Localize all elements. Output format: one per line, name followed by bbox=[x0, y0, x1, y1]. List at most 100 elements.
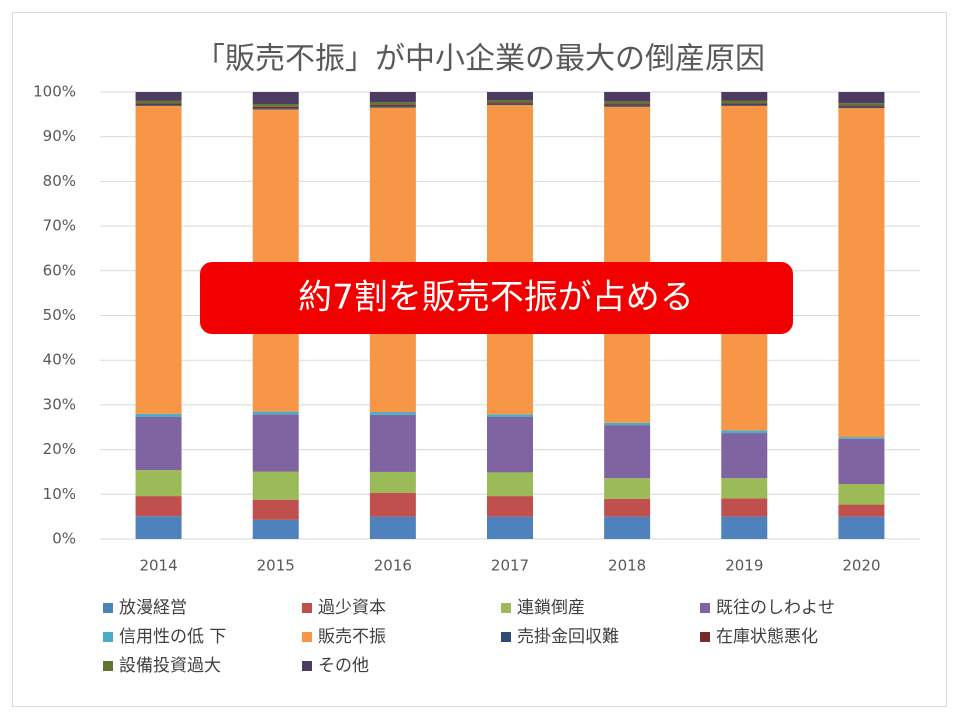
y-tick-label: 100% bbox=[33, 83, 76, 101]
bar-segment bbox=[604, 101, 651, 105]
bar-segment bbox=[135, 413, 182, 417]
bar-segment bbox=[135, 100, 182, 104]
bar-segment bbox=[135, 105, 182, 414]
bar-segment bbox=[252, 414, 299, 472]
bar-segment bbox=[135, 416, 182, 471]
annotation-box bbox=[200, 262, 793, 334]
legend-swatch bbox=[501, 603, 511, 613]
legend-swatch bbox=[302, 632, 312, 642]
x-tick-label: 2019 bbox=[725, 557, 763, 575]
bar-segment bbox=[252, 471, 299, 500]
y-tick-label: 40% bbox=[43, 351, 76, 369]
y-tick-label: 60% bbox=[43, 261, 76, 279]
bar-segment bbox=[135, 496, 182, 517]
bar-segment bbox=[135, 104, 182, 106]
legend-swatch bbox=[501, 632, 511, 642]
legend-label: 放漫経営 bbox=[119, 598, 187, 618]
bar-segment bbox=[369, 516, 416, 539]
bar-segment bbox=[252, 499, 299, 520]
y-tick-label: 10% bbox=[43, 485, 76, 503]
bar-segment bbox=[721, 100, 768, 104]
bar-segment bbox=[838, 437, 885, 439]
bar-segment bbox=[252, 92, 299, 105]
legend-swatch bbox=[302, 661, 312, 671]
bar-segment bbox=[838, 106, 885, 109]
bar-segment bbox=[369, 471, 416, 493]
x-tick-label: 2018 bbox=[608, 557, 646, 575]
bar-segment bbox=[721, 433, 768, 479]
bar-segment bbox=[721, 478, 768, 499]
bar-segment bbox=[838, 504, 885, 517]
annotation: 約7割を販売不振が占める bbox=[298, 278, 694, 318]
y-tick-label: 70% bbox=[43, 217, 76, 235]
y-tick-label: 20% bbox=[43, 440, 76, 458]
legend-label: 設備投資過大 bbox=[119, 656, 221, 676]
y-tick-label: 80% bbox=[43, 172, 76, 190]
x-tick-label: 2017 bbox=[491, 557, 529, 575]
legend-swatch bbox=[700, 603, 710, 613]
bar-segment bbox=[721, 103, 768, 105]
bar-segment bbox=[369, 414, 416, 472]
legend-swatch bbox=[700, 632, 710, 642]
x-tick-label: 2014 bbox=[139, 557, 177, 575]
legend-label: 信用性の低 下 bbox=[119, 627, 226, 647]
legend-label: 売掛金回収難 bbox=[517, 627, 619, 647]
bar-segment bbox=[252, 106, 299, 109]
bar-segment bbox=[487, 496, 533, 517]
bar-segment bbox=[252, 519, 299, 539]
bar-segment bbox=[135, 103, 182, 105]
legend-label: 過少資本 bbox=[318, 598, 386, 618]
bar-segment bbox=[487, 472, 533, 497]
legend-label: 連鎖倒産 bbox=[517, 598, 585, 618]
bar-segment bbox=[487, 104, 533, 415]
bar-segment bbox=[369, 92, 416, 103]
bar-segment bbox=[252, 109, 299, 412]
x-tick-label: 2015 bbox=[257, 557, 295, 575]
bar-segment bbox=[604, 422, 651, 426]
bar-segment bbox=[838, 516, 885, 539]
bar-segment bbox=[721, 516, 768, 539]
bar-segment bbox=[838, 105, 885, 107]
bar-segment bbox=[604, 516, 651, 539]
bar-segment bbox=[604, 105, 651, 107]
bar-segment bbox=[604, 104, 651, 106]
bar-segment bbox=[252, 104, 299, 107]
y-tick-label: 30% bbox=[43, 395, 76, 413]
legend-swatch bbox=[103, 661, 113, 671]
bar-segment bbox=[487, 414, 533, 417]
bar-segment bbox=[487, 100, 533, 103]
legend-swatch bbox=[302, 603, 312, 613]
legend-label: 販売不振 bbox=[318, 627, 386, 647]
bar-segment bbox=[252, 411, 299, 415]
legend-label: 既往のしわよせ bbox=[716, 598, 835, 618]
bar-segment bbox=[604, 498, 651, 517]
y-tick-label: 90% bbox=[43, 127, 76, 145]
legend-swatch bbox=[103, 632, 113, 642]
bar-segment bbox=[487, 416, 533, 473]
bar-segment bbox=[135, 516, 182, 539]
bar-segment bbox=[838, 108, 885, 438]
bar-segment bbox=[487, 92, 533, 101]
bar-segment bbox=[369, 107, 416, 413]
bar-segment bbox=[838, 484, 885, 505]
bar-segment bbox=[369, 106, 416, 108]
y-tick-label: 0% bbox=[52, 530, 76, 548]
bar-segment bbox=[721, 430, 768, 434]
legend-label: その他 bbox=[318, 656, 369, 676]
bar-segment bbox=[369, 104, 416, 107]
bar-segment bbox=[135, 470, 182, 497]
bar-segment bbox=[604, 92, 651, 102]
bar-segment bbox=[604, 478, 651, 499]
bar-segment bbox=[487, 103, 533, 105]
y-tick-label: 50% bbox=[43, 306, 76, 324]
bar-segment bbox=[369, 492, 416, 517]
bar-segment bbox=[838, 103, 885, 106]
bar-segment bbox=[604, 425, 651, 479]
chart-title: 「販売不振」が中小企業の最大の倒産原因 bbox=[195, 42, 765, 77]
x-tick-label: 2020 bbox=[842, 557, 880, 575]
x-tick-label: 2016 bbox=[374, 557, 412, 575]
bar-segment bbox=[721, 92, 768, 101]
bar-segment bbox=[252, 108, 299, 110]
